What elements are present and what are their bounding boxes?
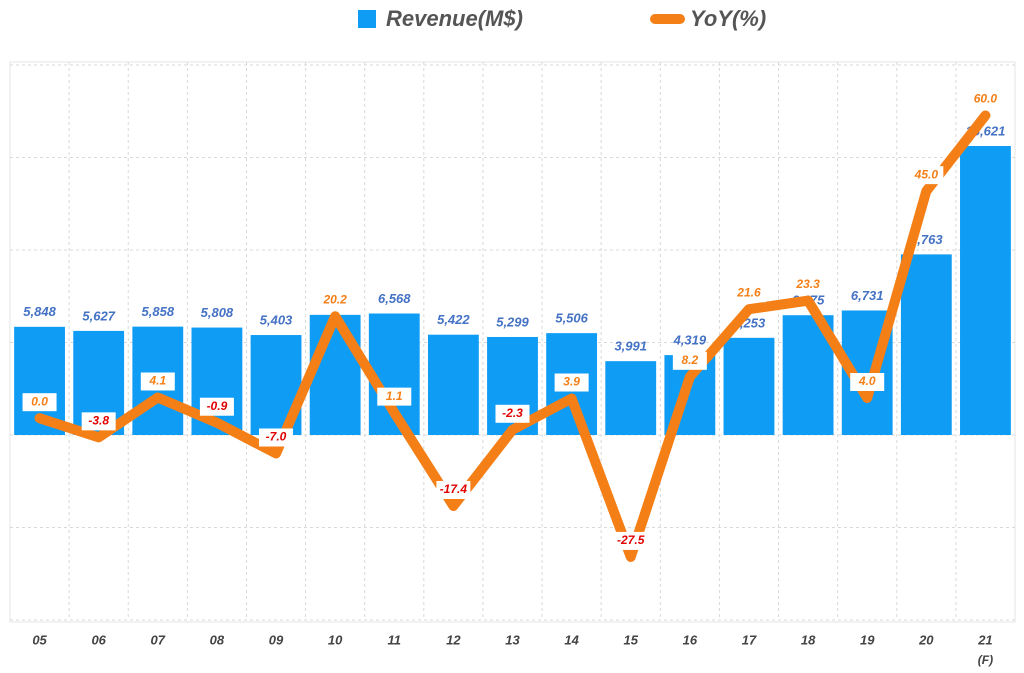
line-value-label: 45.0 — [914, 167, 939, 181]
line-value-label: -3.8 — [88, 414, 109, 428]
label-box — [495, 404, 530, 423]
x-tick-label: 13 — [505, 632, 520, 647]
label-box — [791, 275, 826, 294]
x-tick-label: 21 — [977, 632, 992, 647]
label-box — [968, 90, 1003, 109]
x-tick-label: 08 — [210, 632, 225, 647]
line — [34, 110, 991, 562]
label-box — [22, 393, 57, 412]
bar-value-label: 5,808 — [201, 305, 234, 320]
bar-value-label: 6,731 — [851, 288, 884, 303]
x-tick-label: 18 — [801, 632, 816, 647]
label-box — [140, 372, 175, 391]
bar-value-label: 5,422 — [437, 312, 470, 327]
line-value-label: -27.5 — [617, 533, 645, 547]
bar-value-label: 5,848 — [23, 304, 56, 319]
x-tick-label: 09 — [269, 632, 284, 647]
line-value-label: 4.1 — [148, 374, 166, 388]
bar-value-label: 5,299 — [496, 314, 529, 329]
line-value-label: -0.9 — [207, 399, 228, 413]
line-value-label: 60.0 — [974, 92, 998, 106]
bar-value-label: 5,627 — [82, 308, 115, 323]
label-box — [377, 387, 412, 406]
x-tick-label: 05 — [32, 632, 47, 647]
label-box — [731, 284, 766, 303]
x-tick-note: (F) — [978, 653, 993, 667]
line-value-label: -2.3 — [502, 406, 523, 420]
bar-value-label: 5,506 — [555, 311, 588, 326]
x-tick-label: 06 — [91, 632, 106, 647]
line-value-label: 23.3 — [795, 277, 820, 291]
x-tick-label: 16 — [683, 632, 698, 647]
x-tick-label: 20 — [918, 632, 934, 647]
bar-value-label: 5,858 — [142, 304, 175, 319]
line-value-label: 1.1 — [386, 389, 403, 403]
legend-label: Revenue(M$) — [386, 6, 523, 31]
label-box — [850, 373, 885, 391]
bar-value-label: 3,991 — [614, 339, 647, 354]
line-value-label: 0.0 — [31, 394, 48, 408]
x-tick-label: 10 — [328, 632, 343, 647]
legend-swatch — [358, 10, 376, 28]
bar — [960, 146, 1011, 435]
line-value-label: 4.0 — [858, 374, 876, 388]
line-value-label: -17.4 — [440, 482, 468, 496]
bar-value-label: 4,319 — [673, 333, 707, 348]
label-box — [672, 351, 707, 370]
label-box — [318, 291, 353, 310]
label-box — [554, 373, 589, 392]
bar — [900, 254, 952, 435]
x-tick-label: 15 — [624, 632, 639, 647]
x-tick-label: 17 — [742, 632, 757, 647]
line-value-label: 21.6 — [736, 285, 761, 299]
bar — [605, 361, 657, 435]
line-value-label: 3.9 — [563, 375, 580, 389]
label-box — [436, 480, 471, 499]
x-tick-label: 19 — [860, 632, 875, 647]
bar-value-label: 5,403 — [260, 312, 293, 327]
bar — [427, 334, 479, 435]
line-value-label: 8.2 — [682, 353, 699, 367]
line-value-label: 20.2 — [322, 292, 347, 306]
x-tick-label: 07 — [151, 632, 166, 647]
label-box — [81, 412, 116, 431]
bar-value-label: 6,568 — [378, 291, 411, 306]
x-tick-label: 12 — [446, 632, 461, 647]
legend-label: YoY(%) — [690, 6, 766, 31]
bar — [723, 337, 775, 435]
line-value-label: -7.0 — [266, 430, 287, 444]
label-box — [909, 166, 944, 185]
label-box — [613, 531, 648, 550]
label-box — [199, 397, 234, 416]
label-box — [259, 428, 294, 447]
x-tick-label: 14 — [564, 632, 579, 647]
x-tick-label: 11 — [388, 632, 402, 647]
bar — [309, 314, 361, 435]
